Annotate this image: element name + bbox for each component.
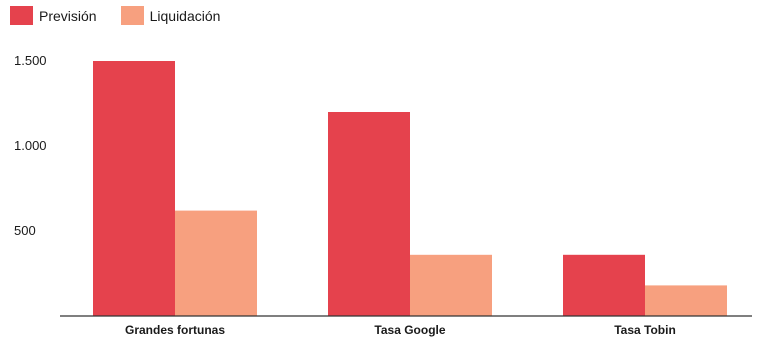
y-tick-label: 500 bbox=[14, 223, 36, 238]
y-tick-label: 1.000 bbox=[14, 138, 47, 153]
x-tick-label: Tasa Google bbox=[374, 323, 445, 337]
legend-label-liquidacion: Liquidación bbox=[149, 7, 221, 24]
legend-swatch-prevision bbox=[10, 6, 33, 25]
legend-item-liquidacion: Liquidación bbox=[120, 6, 221, 25]
bar-liquidacion bbox=[175, 210, 257, 316]
legend-item-prevision: Previsión bbox=[10, 6, 97, 25]
legend-swatch-liquidacion bbox=[120, 6, 144, 25]
bar-prevision bbox=[328, 112, 410, 316]
chart-legend: Previsión Liquidación bbox=[10, 6, 220, 25]
bar-prevision bbox=[93, 61, 175, 316]
x-tick-label: Tasa Tobin bbox=[614, 323, 676, 337]
legend-label-prevision: Previsión bbox=[39, 7, 97, 24]
x-tick-label: Grandes fortunas bbox=[125, 323, 225, 337]
bar-prevision bbox=[563, 254, 645, 316]
bar-liquidacion bbox=[410, 254, 492, 316]
bar-liquidacion bbox=[645, 285, 727, 316]
y-tick-label: 1.500 bbox=[14, 53, 47, 68]
